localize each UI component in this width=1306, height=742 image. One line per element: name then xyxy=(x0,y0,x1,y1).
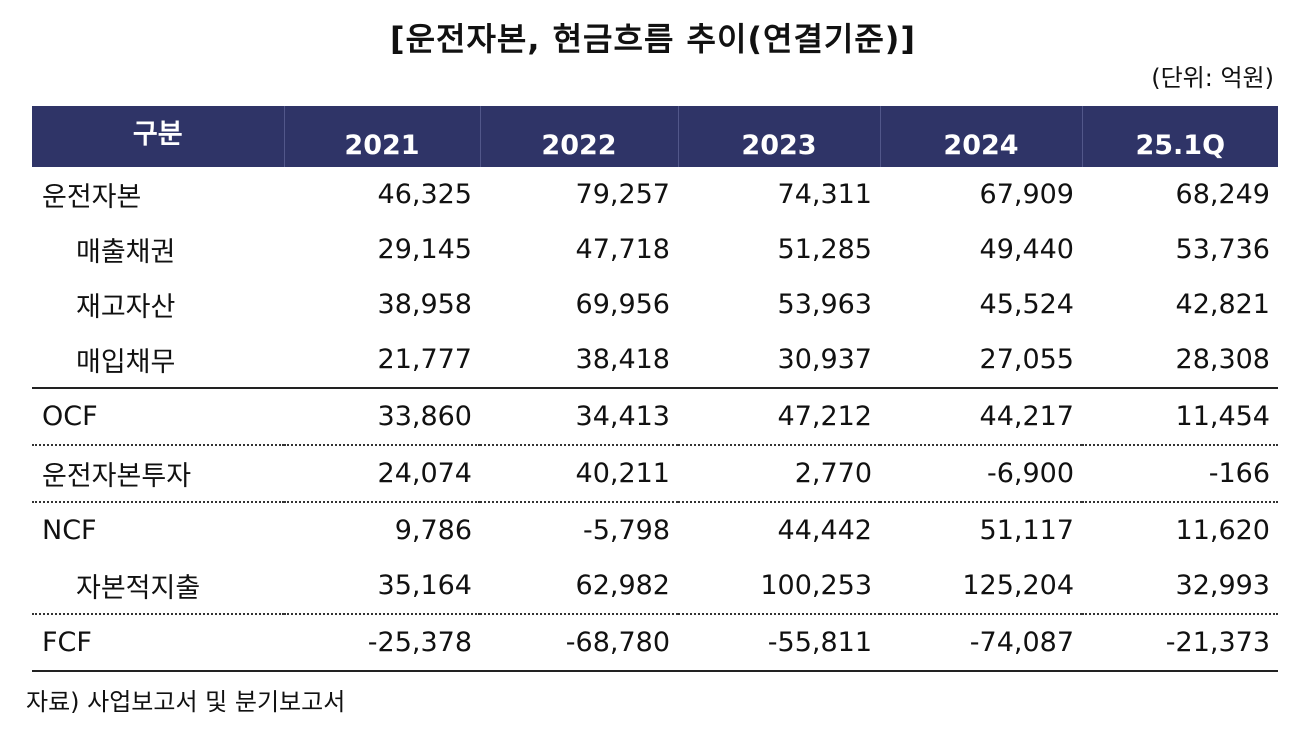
table-cell: 100,253 xyxy=(760,570,872,601)
table-cell: 42,821 xyxy=(1175,289,1270,320)
table-cell: -25,378 xyxy=(284,613,480,672)
table-cell: 68,249 xyxy=(1175,179,1270,210)
row-label: 재고자산 xyxy=(76,292,176,323)
table-cell: -21,373 xyxy=(1082,613,1278,672)
table-cell: 51,117 xyxy=(880,501,1082,558)
table-cell: 34,413 xyxy=(480,387,678,445)
table-cell: 79,257 xyxy=(575,179,670,210)
table-cell: -68,780 xyxy=(480,613,678,672)
table-cell: 21,777 xyxy=(377,344,472,375)
row-label: 자본적지출 xyxy=(76,573,201,604)
table-cell: 29,145 xyxy=(377,234,472,265)
table-cell: 30,937 xyxy=(777,344,872,375)
row-label: 운전자본투자 xyxy=(32,444,284,502)
table-header-row: 구분 2021 2022 2023 2024 25.1Q xyxy=(32,106,1278,167)
source-note: 자료) 사업보고서 및 분기보고서 xyxy=(26,688,346,716)
table-cell: 69,956 xyxy=(575,289,670,320)
header-category: 구분 xyxy=(32,106,284,167)
table-row: 운전자본 46,325 79,257 74,311 67,909 68,249 xyxy=(32,167,1278,222)
table-cell: 49,440 xyxy=(979,234,1074,265)
table-cell: 53,963 xyxy=(777,289,872,320)
table-cell: 40,211 xyxy=(480,444,678,502)
unit-label: (단위: 억원) xyxy=(1151,64,1274,92)
table-cell: 38,418 xyxy=(575,344,670,375)
header-period: 2024 xyxy=(879,106,1082,167)
row-label: 매입채무 xyxy=(76,347,176,378)
table-cell: 44,442 xyxy=(678,501,880,558)
header-period: 2022 xyxy=(479,106,678,167)
table-cell: 46,325 xyxy=(377,179,472,210)
table-cell: 74,311 xyxy=(777,179,872,210)
table-row: NCF 9,786 -5,798 44,442 51,117 11,620 xyxy=(32,501,1278,558)
table-cell: -74,087 xyxy=(880,613,1082,672)
table-cell: 38,958 xyxy=(377,289,472,320)
table-cell: 53,736 xyxy=(1175,234,1270,265)
table-row: 매입채무 21,777 38,418 30,937 27,055 28,308 xyxy=(32,332,1278,388)
header-period: 25.1Q xyxy=(1081,106,1278,167)
table-cell: 28,308 xyxy=(1175,344,1270,375)
row-label: 매출채권 xyxy=(76,237,176,268)
table-cell: 125,204 xyxy=(962,570,1074,601)
table-cell: 35,164 xyxy=(377,570,472,601)
table-cell: 24,074 xyxy=(284,444,480,502)
table-cell: 62,982 xyxy=(575,570,670,601)
table-cell: 11,620 xyxy=(1082,501,1278,558)
table-cell: 67,909 xyxy=(979,179,1074,210)
table-cell: 47,212 xyxy=(678,387,880,445)
table-cell: 44,217 xyxy=(880,387,1082,445)
table-cell: 2,770 xyxy=(678,444,880,502)
table-cell: 47,718 xyxy=(575,234,670,265)
table-cell: 33,860 xyxy=(284,387,480,445)
table-title: [운전자본, 현금흐름 추이(연결기준)] xyxy=(389,20,917,58)
table-cell: 27,055 xyxy=(979,344,1074,375)
header-period: 2021 xyxy=(283,106,480,167)
table-row: 재고자산 38,958 69,956 53,963 45,524 42,821 xyxy=(32,277,1278,332)
table-cell: -55,811 xyxy=(678,613,880,672)
table-row: 자본적지출 35,164 62,982 100,253 125,204 32,9… xyxy=(32,558,1278,614)
table-cell: 11,454 xyxy=(1082,387,1278,445)
table-row: OCF 33,860 34,413 47,212 44,217 11,454 xyxy=(32,387,1278,445)
table-row: 운전자본투자 24,074 40,211 2,770 -6,900 -166 xyxy=(32,444,1278,502)
table-row: FCF -25,378 -68,780 -55,811 -74,087 -21,… xyxy=(32,613,1278,672)
table-row: 매출채권 29,145 47,718 51,285 49,440 53,736 xyxy=(32,222,1278,277)
financial-table: 구분 2021 2022 2023 2024 25.1Q 운전자본 46,325… xyxy=(32,106,1278,672)
table-cell: 32,993 xyxy=(1175,570,1270,601)
row-label: 운전자본 xyxy=(42,182,142,213)
table-cell: 9,786 xyxy=(284,501,480,558)
table-cell: 51,285 xyxy=(777,234,872,265)
table-cell: -166 xyxy=(1082,444,1278,502)
row-label: NCF xyxy=(32,501,284,558)
table-cell: -5,798 xyxy=(480,501,678,558)
header-period: 2023 xyxy=(677,106,880,167)
row-label: FCF xyxy=(32,613,284,672)
table-cell: -6,900 xyxy=(880,444,1082,502)
table-cell: 45,524 xyxy=(979,289,1074,320)
row-label: OCF xyxy=(32,387,284,445)
